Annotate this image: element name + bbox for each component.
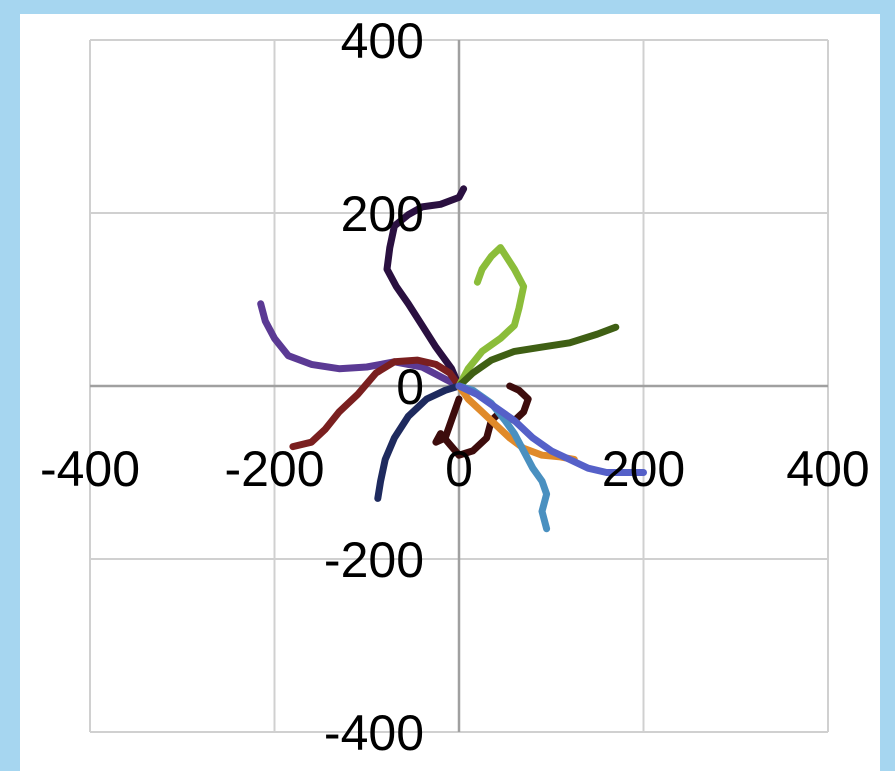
series-group xyxy=(257,185,647,533)
series-line-1 xyxy=(383,185,468,390)
x-tick-labels: -400 -200 0 200 400 xyxy=(40,441,870,497)
y-tick-label: 0 xyxy=(396,359,424,415)
x-tick-label: -400 xyxy=(40,441,140,497)
series-line-5 xyxy=(432,382,532,459)
x-tick-label: 400 xyxy=(786,441,869,497)
chart-svg: -400 -200 0 200 400 400 200 0 -200 -400 xyxy=(40,14,870,761)
y-tick-label: -400 xyxy=(324,705,424,761)
series-line-4 xyxy=(374,382,463,502)
chart-frame: -400 -200 0 200 400 400 200 0 -200 -400 xyxy=(20,14,880,771)
series-line-2 xyxy=(257,300,463,390)
series-line-10 xyxy=(455,382,647,476)
x-tick-label: 0 xyxy=(445,441,473,497)
series-line-8 xyxy=(455,382,578,463)
y-tick-label: 200 xyxy=(341,186,424,242)
y-tick-label: -200 xyxy=(324,532,424,588)
x-tick-label: -200 xyxy=(224,441,324,497)
series-line-3 xyxy=(289,356,463,451)
y-tick-labels: 400 200 0 -200 -400 xyxy=(324,14,424,761)
x-tick-label: 200 xyxy=(602,441,685,497)
series-line-6 xyxy=(455,244,528,390)
series-line-7 xyxy=(455,323,620,390)
y-tick-label: 400 xyxy=(341,14,424,69)
